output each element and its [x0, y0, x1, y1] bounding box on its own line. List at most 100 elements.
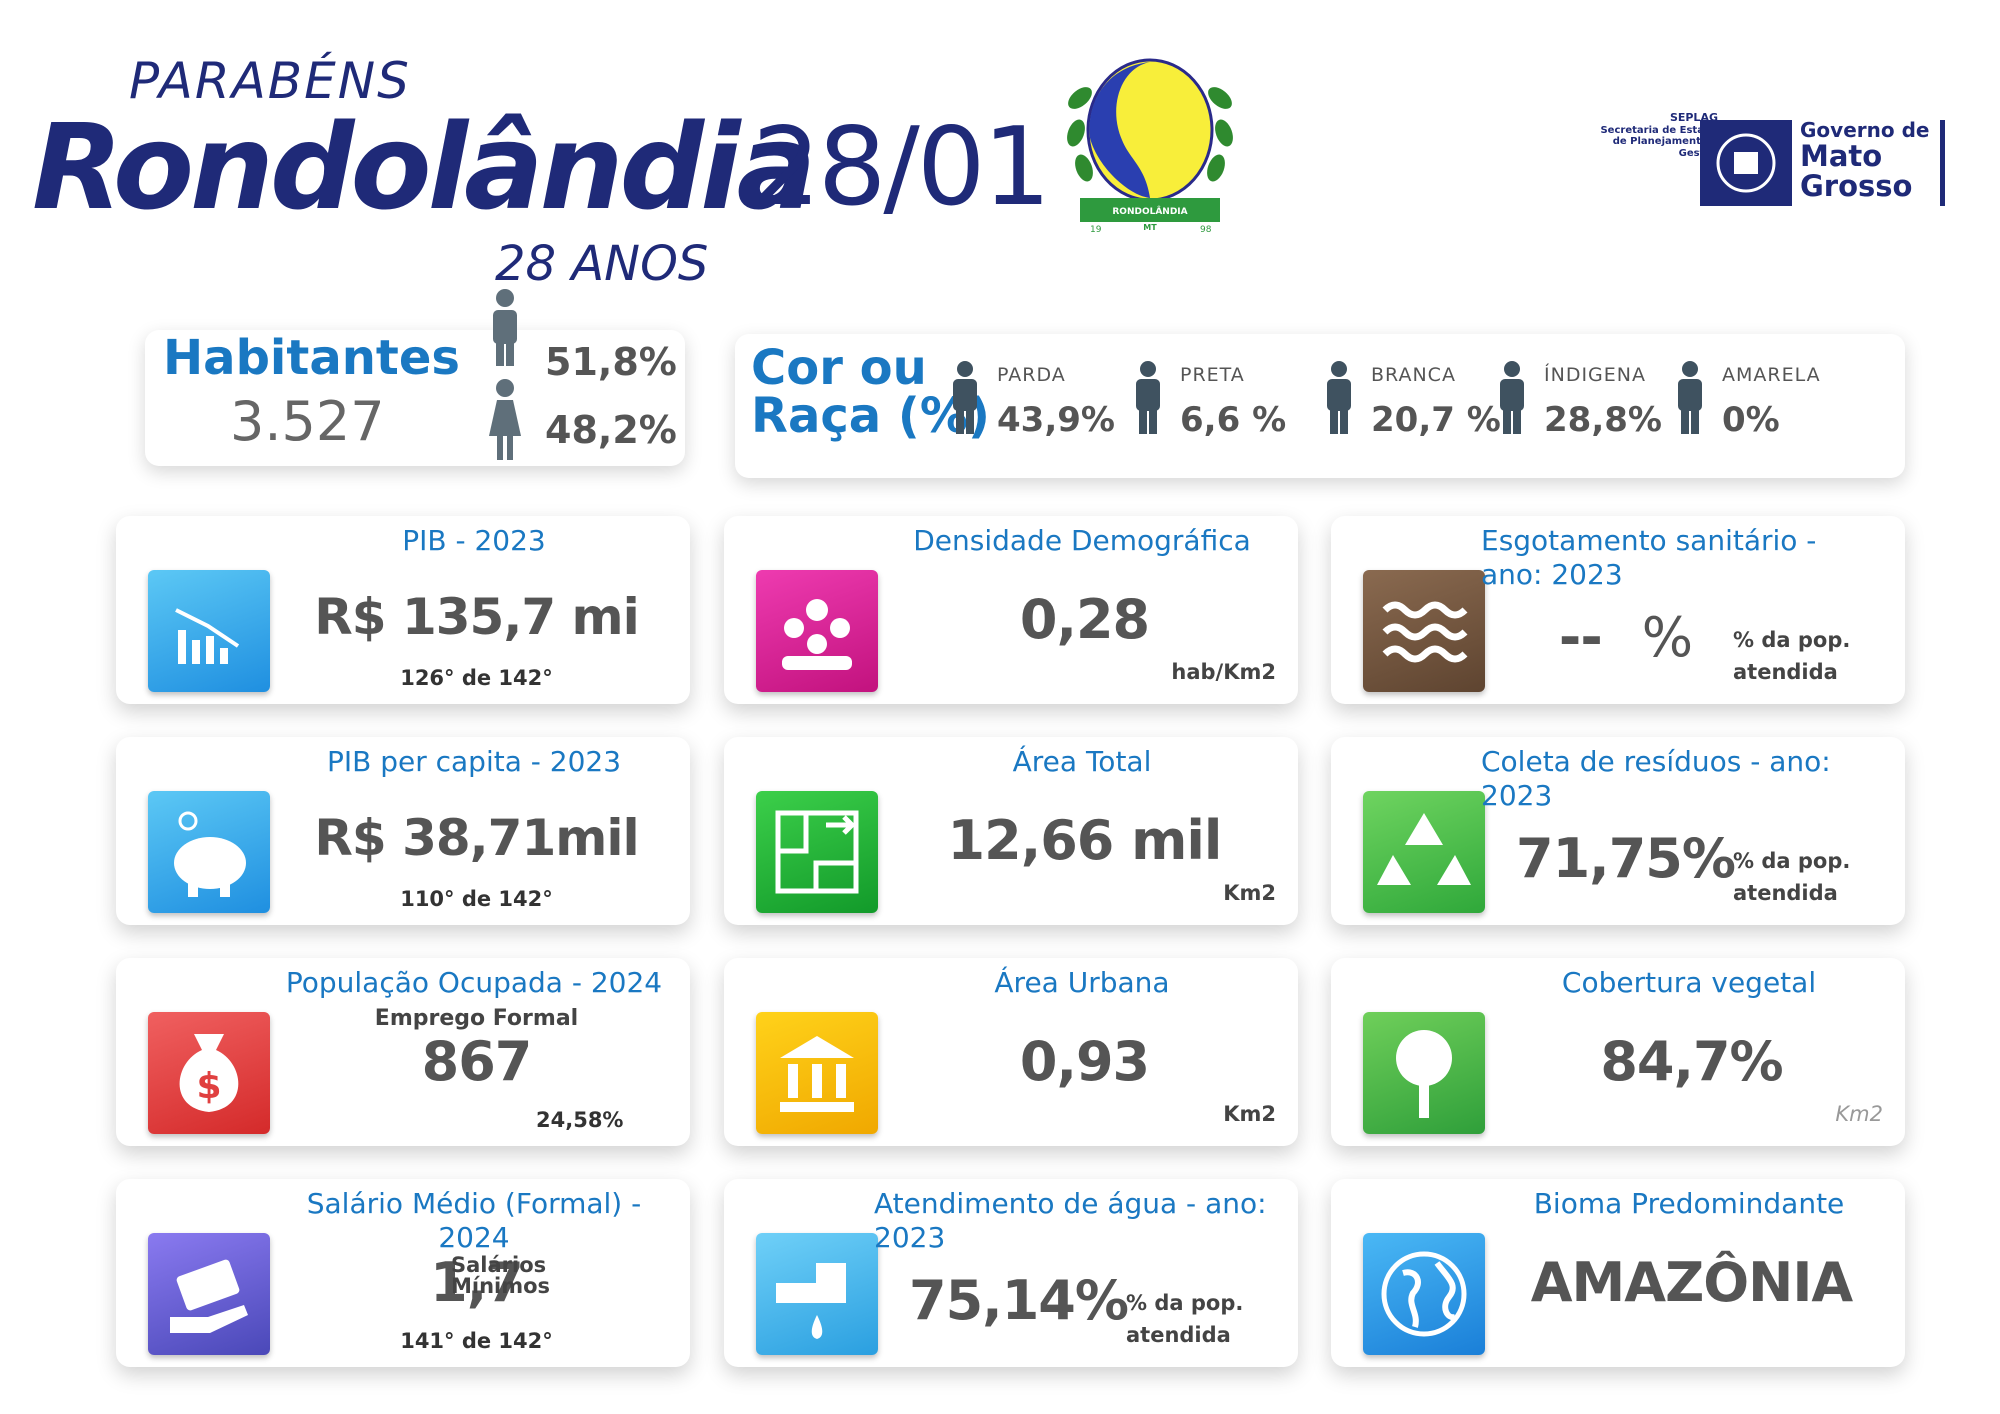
- male-share: 51,8%: [545, 340, 677, 384]
- card-title: PIB - 2023: [402, 524, 546, 557]
- card-value: 1,7: [281, 1251, 672, 1314]
- race-name: AMARELA: [1722, 364, 1821, 386]
- indicator-card: Coleta de resíduos - ano: 2023 71,75%% da…: [1331, 737, 1905, 925]
- icon-glyph: [1382, 601, 1468, 663]
- icon-glyph: [170, 1259, 248, 1333]
- government-line: Governo de: [1800, 118, 1930, 142]
- female-share: 48,2%: [545, 408, 677, 452]
- indicator-card: Cobertura vegetal 84,7% Km2: [1331, 958, 1905, 1146]
- value-text: 12,66 mil: [947, 809, 1223, 872]
- card-value: AMAZÔNIA: [1496, 1251, 1887, 1314]
- divider: [1940, 120, 1945, 206]
- race-label: Cor ou Raça (%): [751, 344, 990, 440]
- emblem-name: RONDOLÂNDIA: [1112, 205, 1187, 217]
- icon-glyph: [174, 811, 246, 897]
- value-text: 867: [421, 1030, 533, 1093]
- card-value: 84,7%: [1496, 1030, 1887, 1093]
- indicator-icon: $: [148, 1012, 270, 1134]
- indicator-icon: [148, 570, 270, 692]
- indicator-icon: [148, 1233, 270, 1355]
- card-title: Atendimento de água - ano: 2023: [874, 1187, 1267, 1254]
- government-line: Grosso: [1800, 169, 1913, 204]
- card-value: 867: [281, 1030, 672, 1093]
- person-glyph: [1136, 361, 1160, 434]
- city-name: Rondolândia: [32, 98, 816, 236]
- card-value: R$ 38,71mil: [281, 809, 672, 867]
- card-unit: % da pop. atendida: [1733, 628, 1851, 684]
- person-icon: [947, 360, 983, 440]
- icon-glyph: [776, 1263, 846, 1339]
- value-text: 0,28: [1019, 588, 1150, 651]
- population-label: Habitantes: [163, 330, 460, 386]
- card-note: 24,58%: [536, 1108, 624, 1132]
- race-name: ÍNDIGENA: [1544, 364, 1646, 386]
- icon-glyph: [780, 1036, 854, 1112]
- race-label-line: Raça (%): [751, 388, 990, 444]
- person-glyph: [1500, 361, 1524, 434]
- icon-glyph: [1381, 1251, 1467, 1337]
- seal-icon: [1716, 133, 1776, 193]
- value-text: 84,7%: [1600, 1030, 1783, 1093]
- card-value: 0,93: [889, 1030, 1280, 1093]
- indicator-card: Área Total 12,66 mil Km2: [724, 737, 1298, 925]
- card-rank: 141° de 142°: [400, 1329, 553, 1353]
- card-rank: 110° de 142°: [400, 887, 553, 911]
- emblem-state: MT: [1143, 223, 1157, 232]
- card-value: --%: [1496, 606, 1755, 669]
- card-value: 75,14%: [889, 1269, 1148, 1332]
- female-icon: [489, 379, 521, 460]
- indicator-card: Bioma Predomindante AMAZÔNIA: [1331, 1179, 1905, 1367]
- value-text: 75,14%: [909, 1269, 1129, 1332]
- indicator-icon: [1363, 570, 1485, 692]
- indicator-icon: [1363, 791, 1485, 913]
- indicator-card: Área Urbana 0,93 Km2: [724, 958, 1298, 1146]
- population-total: 3.527: [230, 390, 385, 453]
- indicator-card: PIB per capita - 2023 R$ 38,71mil 110° de …: [116, 737, 690, 925]
- card-unit: hab/Km2: [1171, 659, 1276, 684]
- age: 28 ANOS: [495, 236, 709, 292]
- card-title: Área Urbana: [994, 966, 1170, 999]
- card-unit: Salários Mínimos: [451, 1253, 551, 1298]
- card-unit: % da pop. atendida: [1126, 1291, 1244, 1347]
- person-glyph: [953, 361, 977, 434]
- value-text: 1,7: [430, 1251, 524, 1314]
- value-text: --: [1558, 606, 1603, 669]
- indicator-icon: [148, 791, 270, 913]
- card-unit: Km2: [1223, 1101, 1276, 1126]
- population-panel: Habitantes 3.527 51,8% 48,2%: [145, 289, 685, 466]
- card-unit: % da pop. atendida: [1733, 849, 1851, 905]
- card-title: Esgotamento sanitário - ano: 2023: [1481, 524, 1817, 591]
- person-icon: [1130, 360, 1166, 440]
- agency-name: Secretaria de Estado de Planejamento e G…: [1600, 124, 1718, 159]
- indicator-icon: [1363, 1012, 1485, 1134]
- race-label-line: Cor ou: [751, 340, 927, 396]
- card-title: Coleta de resíduos - ano: 2023: [1481, 745, 1831, 812]
- person-glyph: [1678, 361, 1702, 434]
- person-icon: [1321, 360, 1357, 440]
- card-title: População Ocupada - 2024: [285, 966, 663, 999]
- card-value: 71,75%: [1496, 827, 1755, 890]
- state-seal: [1700, 120, 1792, 206]
- card-subtitle: Emprego Formal: [374, 1006, 579, 1031]
- icon-glyph: [1377, 813, 1471, 885]
- greeting: PARABÉNS: [129, 52, 411, 110]
- card-rank: 126° de 142°: [400, 666, 553, 690]
- card-title: Cobertura vegetal: [1561, 966, 1817, 999]
- race-panel: Cor ou Raça (%) PARDA 43,9% PRETA 6,6 % BRANC…: [735, 334, 1905, 478]
- card-title: Densidade Demográfica: [913, 524, 1251, 557]
- indicator-card: Esgotamento sanitário - ano: 2023 --%% da…: [1331, 516, 1905, 704]
- indicator-card: Densidade Demográfica 0,28 hab/Km2: [724, 516, 1298, 704]
- card-title: Área Total: [1012, 745, 1152, 778]
- indicator-icon: [756, 1012, 878, 1134]
- indicator-card: Salário Médio (Formal) - 2024 1,7 Salários…: [116, 1179, 690, 1367]
- race-name: BRANCA: [1371, 364, 1456, 386]
- card-title: Salário Médio (Formal) - 2024: [306, 1187, 642, 1254]
- race-name: PARDA: [997, 364, 1066, 386]
- person-icon: [1672, 360, 1708, 440]
- emblem-year: 19: [1090, 225, 1102, 235]
- wreath: [1067, 87, 1233, 182]
- card-value: 12,66 mil: [889, 809, 1280, 872]
- card-title: Bioma Predomindante: [1533, 1187, 1845, 1220]
- icon-glyph: [782, 599, 852, 670]
